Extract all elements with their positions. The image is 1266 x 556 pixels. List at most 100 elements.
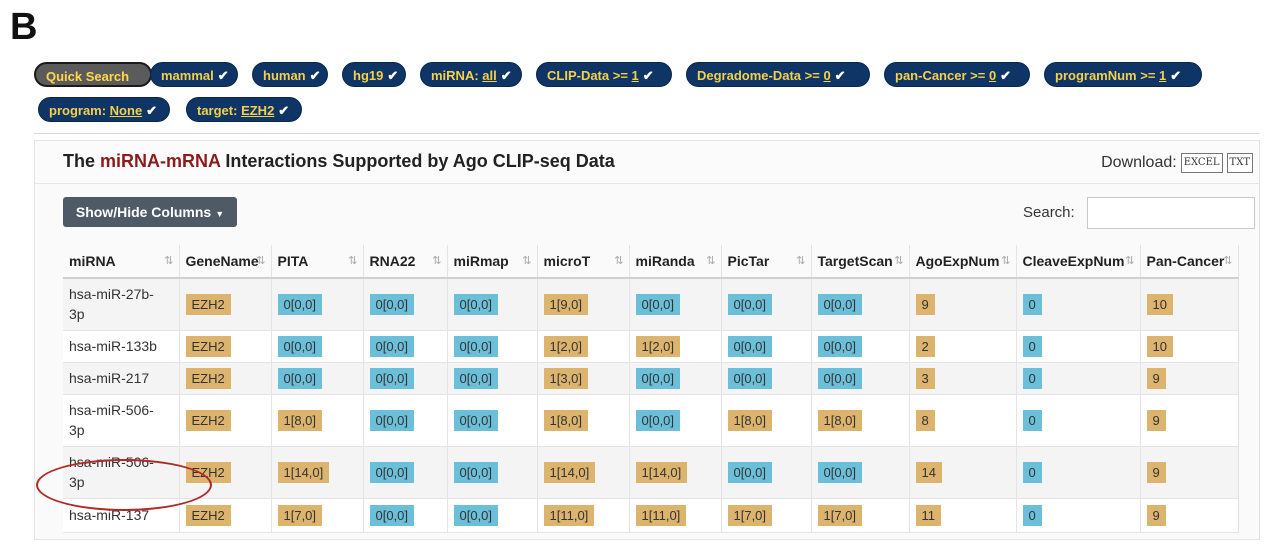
cleave-value: 0 xyxy=(1022,367,1042,389)
mirna-name-line: hsa-miR-133b xyxy=(69,338,157,354)
miranda-value: 1[14,0] xyxy=(635,461,688,483)
cleave-value: 0 xyxy=(1022,335,1042,357)
ago-value: 3 xyxy=(915,367,935,389)
miranda-cell: 0[0,0] xyxy=(629,394,722,447)
pictar-value: 1[7,0] xyxy=(727,504,773,526)
filter-pill-hg19[interactable]: hg19 ✔ xyxy=(342,62,406,87)
column-header-mirmap[interactable]: miRmap ⇅ xyxy=(447,245,538,279)
ago-cell: 14 xyxy=(909,446,1017,499)
column-header-miranda[interactable]: miRanda ⇅ xyxy=(629,245,722,279)
cleave-cell: 0 xyxy=(1016,330,1141,363)
filter-pill-quick[interactable]: Quick Search xyxy=(34,62,152,87)
table-row[interactable]: hsa-miR-27b- 3p EZH2 0[0,0] 0[0,0] 0[0,0] 1[9,… xyxy=(63,278,1239,331)
mirmap-value: 0[0,0] xyxy=(453,367,499,389)
column-header-label: miRNA xyxy=(69,253,116,269)
gene-value: EZH2 xyxy=(185,335,231,357)
ago-cell: 2 xyxy=(909,330,1017,363)
filter-pill-value: 0 xyxy=(823,68,831,83)
column-header-mirna[interactable]: miRNA ⇅ xyxy=(63,245,180,279)
table-row[interactable]: hsa-miR-506- 3p EZH2 1[14,0] 0[0,0] 0[0,0] 1[1… xyxy=(63,446,1239,499)
targetscan-value: 0[0,0] xyxy=(817,293,863,315)
filter-pill-label: Quick Search xyxy=(46,69,130,84)
sort-icon[interactable]: ⇅ xyxy=(894,255,904,267)
sort-icon[interactable]: ⇅ xyxy=(1001,255,1011,267)
column-header-cleaveexpnum[interactable]: CleaveExpNum ⇅ xyxy=(1016,245,1141,279)
column-header-pan-cancer[interactable]: Pan-Cancer ⇅ xyxy=(1140,245,1239,279)
rna22-cell: 0[0,0] xyxy=(363,446,448,499)
gene-cell: EZH2 xyxy=(179,362,272,395)
microt-cell: 1[8,0] xyxy=(537,394,630,447)
filter-pill-clip[interactable]: CLIP-Data >= 1 ✔ xyxy=(536,62,672,87)
filter-pill-programnum[interactable]: programNum >= 1 ✔ xyxy=(1044,62,1202,87)
mirmap-cell: 0[0,0] xyxy=(447,446,538,499)
download-txt-button[interactable]: TXT xyxy=(1226,153,1253,173)
gene-cell: EZH2 xyxy=(179,394,272,447)
column-header-pita[interactable]: PITA ⇅ xyxy=(271,245,364,279)
sort-icon[interactable]: ⇅ xyxy=(522,255,532,267)
sort-icon[interactable]: ⇅ xyxy=(1125,255,1135,267)
column-header-label: miRmap xyxy=(453,253,509,269)
sort-icon[interactable]: ⇅ xyxy=(614,255,624,267)
column-header-label: AgoExpNum xyxy=(915,253,1000,269)
filter-pill-degradome[interactable]: Degradome-Data >= 0 ✔ xyxy=(686,62,870,87)
sort-icon[interactable]: ⇅ xyxy=(706,255,716,267)
show-hide-columns-button[interactable]: Show/Hide Columns ▼ xyxy=(63,197,237,227)
miranda-cell: 1[11,0] xyxy=(629,498,722,533)
filter-pill-label: target: xyxy=(197,103,242,118)
title-highlight: miRNA-mRNA xyxy=(100,151,221,171)
sort-icon[interactable]: ⇅ xyxy=(1223,255,1233,267)
column-header-targetscan[interactable]: TargetScan ⇅ xyxy=(811,245,910,279)
pita-cell: 0[0,0] xyxy=(271,330,364,363)
mirna-cell: hsa-miR-217 xyxy=(63,362,180,395)
mirna-cell: hsa-miR-506- 3p xyxy=(63,446,180,499)
search-input[interactable] xyxy=(1087,197,1255,229)
pancancer-value: 9 xyxy=(1146,461,1166,483)
column-header-rna22[interactable]: RNA22 ⇅ xyxy=(363,245,448,279)
pictar-value: 0[0,0] xyxy=(727,461,773,483)
mirna-cell: hsa-miR-27b- 3p xyxy=(63,278,180,331)
column-header-microt[interactable]: microT ⇅ xyxy=(537,245,630,279)
pancancer-cell: 9 xyxy=(1140,498,1239,533)
sort-icon[interactable]: ⇅ xyxy=(796,255,806,267)
table-row[interactable]: hsa-miR-217 EZH2 0[0,0] 0[0,0] 0[0,0] 1[3,0] 0… xyxy=(63,362,1239,395)
sort-icon[interactable]: ⇅ xyxy=(348,255,358,267)
check-icon: ✔ xyxy=(500,68,512,83)
microt-value: 1[11,0] xyxy=(543,504,595,526)
gene-cell: EZH2 xyxy=(179,330,272,363)
column-header-genename[interactable]: GeneName ⇅ xyxy=(179,245,272,279)
filter-pill-mirna[interactable]: miRNA: all ✔ xyxy=(420,62,522,87)
check-icon: ✔ xyxy=(387,68,399,83)
sort-icon[interactable]: ⇅ xyxy=(164,255,174,267)
gene-value: EZH2 xyxy=(185,409,231,431)
column-header-agoexpnum[interactable]: AgoExpNum ⇅ xyxy=(909,245,1017,279)
miranda-value: 0[0,0] xyxy=(635,293,681,315)
cleave-value: 0 xyxy=(1022,461,1042,483)
column-header-label: PITA xyxy=(277,253,309,269)
ago-value: 2 xyxy=(915,335,935,357)
filter-pill-program[interactable]: program: None ✔ xyxy=(38,97,170,122)
filter-pill-label: pan-Cancer >= xyxy=(895,68,989,83)
rna22-value: 0[0,0] xyxy=(369,367,415,389)
pictar-value: 0[0,0] xyxy=(727,293,773,315)
sort-icon[interactable]: ⇅ xyxy=(256,255,266,267)
download-label: Download: xyxy=(1101,154,1177,171)
table-row[interactable]: hsa-miR-133b EZH2 0[0,0] 0[0,0] 0[0,0] 1[2,0]… xyxy=(63,330,1239,363)
pita-cell: 1[7,0] xyxy=(271,498,364,533)
ago-cell: 8 xyxy=(909,394,1017,447)
filter-pill-human[interactable]: human ✔ xyxy=(252,62,328,87)
microt-cell: 1[2,0] xyxy=(537,330,630,363)
download-excel-button[interactable]: EXCEL xyxy=(1180,153,1223,173)
filter-pill-target[interactable]: target: EZH2 ✔ xyxy=(186,97,302,122)
table-row[interactable]: hsa-miR-137 EZH2 1[7,0] 0[0,0] 0[0,0] 1[11,0]… xyxy=(63,498,1239,533)
table-row[interactable]: hsa-miR-506- 3p EZH2 1[8,0] 0[0,0] 0[0,0] 1[8,… xyxy=(63,394,1239,447)
filter-pill-pancancer[interactable]: pan-Cancer >= 0 ✔ xyxy=(884,62,1030,87)
mirmap-cell: 0[0,0] xyxy=(447,394,538,447)
sort-icon[interactable]: ⇅ xyxy=(432,255,442,267)
column-header-pictar[interactable]: PicTar ⇅ xyxy=(721,245,812,279)
check-icon: ✔ xyxy=(278,103,290,118)
pancancer-value: 10 xyxy=(1146,335,1173,357)
pancancer-value: 9 xyxy=(1146,409,1166,431)
rna22-value: 0[0,0] xyxy=(369,409,415,431)
table-header-row: miRNA ⇅ GeneName ⇅ PITA ⇅ RNA22 ⇅ miRmap ⇅ microT ⇅… xyxy=(63,245,1239,279)
filter-pill-mammal[interactable]: mammal ✔ xyxy=(150,62,238,87)
